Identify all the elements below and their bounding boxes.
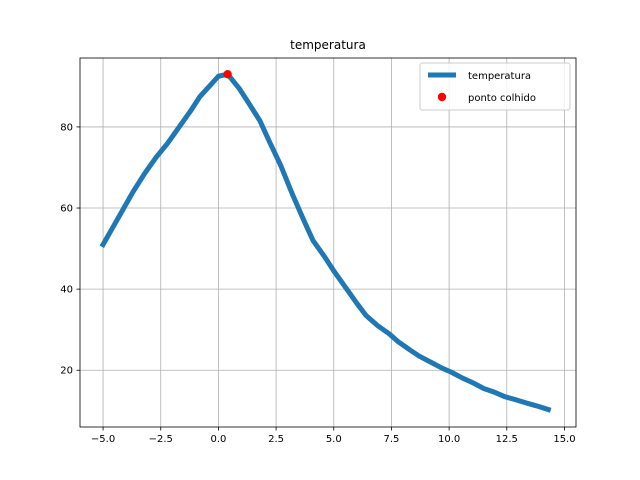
grid	[80, 58, 576, 427]
x-tick-label: 10.0	[438, 434, 460, 445]
series-point-ponto-colhido	[223, 70, 232, 79]
x-tick-label: −5.0	[91, 434, 115, 445]
x-tick-label: 15.0	[553, 434, 575, 445]
x-tick-label: 5.0	[326, 434, 342, 445]
legend-label: temperatura	[468, 71, 531, 82]
x-tick-label: 7.5	[383, 434, 399, 445]
axis-ticks: −5.0 −2.5 0.0 2.5 5.0 7.5 10.0 12.5 15.0 20 40 60 80	[60, 122, 575, 445]
y-tick-label: 20	[60, 366, 73, 377]
legend-point-marker	[437, 92, 447, 102]
legend-box	[419, 62, 571, 111]
plot-series	[99, 70, 552, 413]
chart-title: temperatura	[290, 38, 366, 52]
axes-frame	[79, 57, 577, 428]
x-tick-label: 2.5	[268, 434, 284, 445]
x-tick-label: 12.5	[496, 434, 518, 445]
legend: temperatura ponto colhido	[419, 62, 571, 111]
legend-label: ponto colhido	[468, 93, 536, 104]
y-tick-label: 40	[60, 285, 73, 296]
x-tick-label: 0.0	[210, 434, 226, 445]
y-tick-label: 80	[60, 122, 73, 133]
x-tick-label: −2.5	[149, 434, 173, 445]
y-tick-label: 60	[60, 204, 73, 215]
series-line-temperatura	[99, 71, 552, 413]
